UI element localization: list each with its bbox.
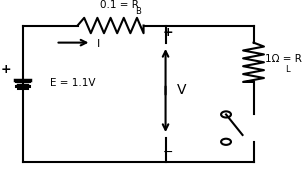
Text: V: V bbox=[177, 83, 186, 98]
Text: I: I bbox=[97, 39, 100, 49]
Text: +: + bbox=[163, 26, 174, 39]
Text: 1Ω = R: 1Ω = R bbox=[265, 54, 301, 64]
Text: B: B bbox=[135, 7, 141, 16]
Text: +: + bbox=[1, 64, 12, 77]
Text: L: L bbox=[285, 65, 290, 74]
Text: E = 1.1V: E = 1.1V bbox=[50, 78, 96, 88]
Text: 0.1 = R: 0.1 = R bbox=[100, 0, 138, 10]
Text: −: − bbox=[163, 146, 174, 159]
